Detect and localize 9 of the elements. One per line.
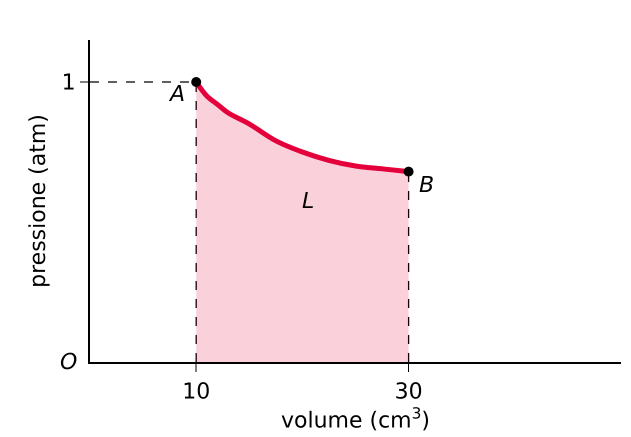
annotation: B [419,173,434,198]
y-axis-title: pressione (atm) [26,114,51,288]
y-tick-label: 1 [62,70,76,96]
x-axis-title: volume (cm$^{3}$) [281,404,430,434]
annotation: A [168,82,186,107]
text: O [60,350,78,375]
x-tick-label: 30 [394,379,423,404]
x-tick-label: 10 [182,379,210,404]
annotation: L [302,189,314,214]
